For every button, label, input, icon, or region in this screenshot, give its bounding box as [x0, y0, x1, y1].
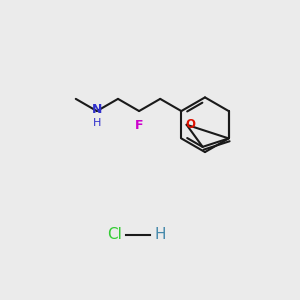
Text: F: F	[135, 119, 143, 132]
Text: Cl: Cl	[107, 227, 122, 242]
Text: H: H	[93, 118, 101, 128]
Text: H: H	[155, 227, 166, 242]
Text: O: O	[185, 118, 195, 131]
Text: N: N	[92, 103, 102, 116]
